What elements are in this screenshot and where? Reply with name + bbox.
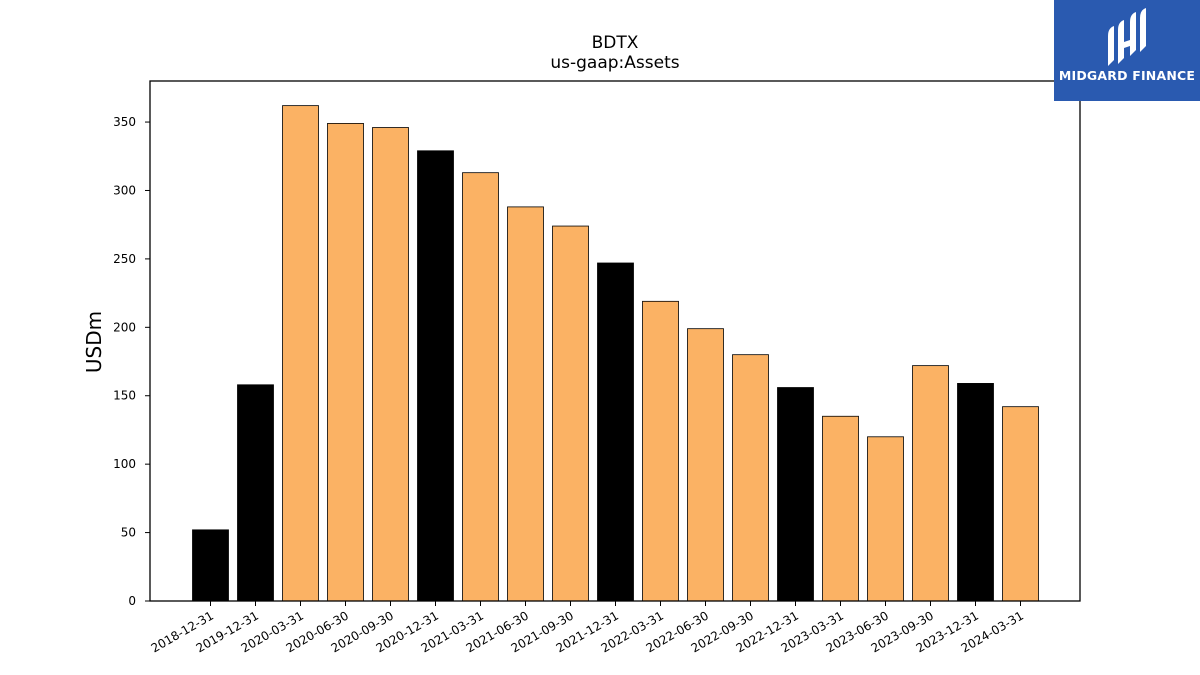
x-axis-ticks: 2018-12-312019-12-312020-03-312020-06-30… [149, 601, 1026, 655]
bar-2021-03-31 [462, 172, 499, 602]
bar-2020-12-31 [417, 150, 454, 602]
y-tick-label: 100 [113, 457, 136, 471]
logo-text: MIDGARD FINANCE [1058, 68, 1196, 83]
logo-mark-icon [1108, 8, 1146, 66]
bar-2020-06-30 [327, 123, 364, 602]
bar-2023-06-30 [867, 436, 904, 602]
bar-2023-09-30 [912, 365, 949, 602]
y-axis-label: USDm [82, 311, 106, 373]
bar-2020-09-30 [372, 127, 409, 602]
y-axis-ticks: 0 50 100 150 200 250 300 350 [113, 115, 150, 608]
bar-2020-03-31 [282, 105, 319, 602]
y-tick-label: 300 [113, 183, 136, 197]
bar-2019-12-31 [237, 384, 274, 602]
chart-title: BDTX [592, 33, 639, 53]
bar-2023-03-31 [822, 415, 859, 602]
y-tick-label: 0 [128, 594, 136, 608]
y-tick-label: 350 [113, 115, 136, 129]
y-tick-label: 200 [113, 320, 136, 334]
bar-2022-09-30 [732, 354, 769, 602]
y-tick-label: 250 [113, 252, 136, 266]
bar-2024-03-31 [1002, 406, 1039, 602]
plot-frame [149, 80, 1081, 602]
chart-subtitle: us-gaap:Assets [550, 53, 679, 73]
bar-2022-06-30 [687, 328, 724, 602]
bars-group [192, 105, 1039, 602]
bar-2018-12-31 [192, 529, 229, 602]
y-tick-label: 150 [113, 389, 136, 403]
bar-2021-12-31 [597, 262, 634, 602]
midgard-finance-logo: MIDGARD FINANCE [1054, 0, 1200, 101]
y-tick-label: 50 [121, 526, 136, 540]
bar-2021-09-30 [552, 225, 589, 602]
bar-2022-12-31 [777, 387, 814, 602]
bar-2023-12-31 [957, 383, 994, 602]
bar-2022-03-31 [642, 300, 679, 602]
bar-2021-06-30 [507, 206, 544, 602]
